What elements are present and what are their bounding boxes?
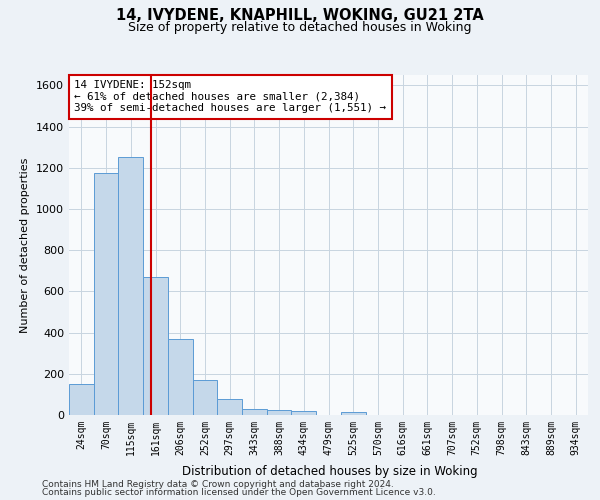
Bar (94, 173, 118, 415)
Bar (168, 339, 193, 415)
Text: 14, IVYDENE, KNAPHILL, WOKING, GU21 2TA: 14, IVYDENE, KNAPHILL, WOKING, GU21 2TA (116, 8, 484, 22)
Text: Size of property relative to detached houses in Woking: Size of property relative to detached ho… (128, 21, 472, 34)
Bar (69, 384, 94, 415)
Bar (143, 277, 168, 415)
Bar (242, 409, 267, 415)
Text: 14 IVYDENE: 152sqm
← 61% of detached houses are smaller (2,384)
39% of semi-deta: 14 IVYDENE: 152sqm ← 61% of detached hou… (74, 80, 386, 114)
Bar (292, 411, 316, 415)
Text: Contains HM Land Registry data © Crown copyright and database right 2024.: Contains HM Land Registry data © Crown c… (42, 480, 394, 489)
Bar (341, 412, 365, 415)
Text: Contains public sector information licensed under the Open Government Licence v3: Contains public sector information licen… (42, 488, 436, 497)
Bar (118, 158, 143, 415)
Bar (267, 410, 292, 415)
Y-axis label: Number of detached properties: Number of detached properties (20, 158, 31, 332)
Bar (217, 398, 242, 415)
Bar (193, 380, 217, 415)
Text: Distribution of detached houses by size in Woking: Distribution of detached houses by size … (182, 464, 478, 477)
